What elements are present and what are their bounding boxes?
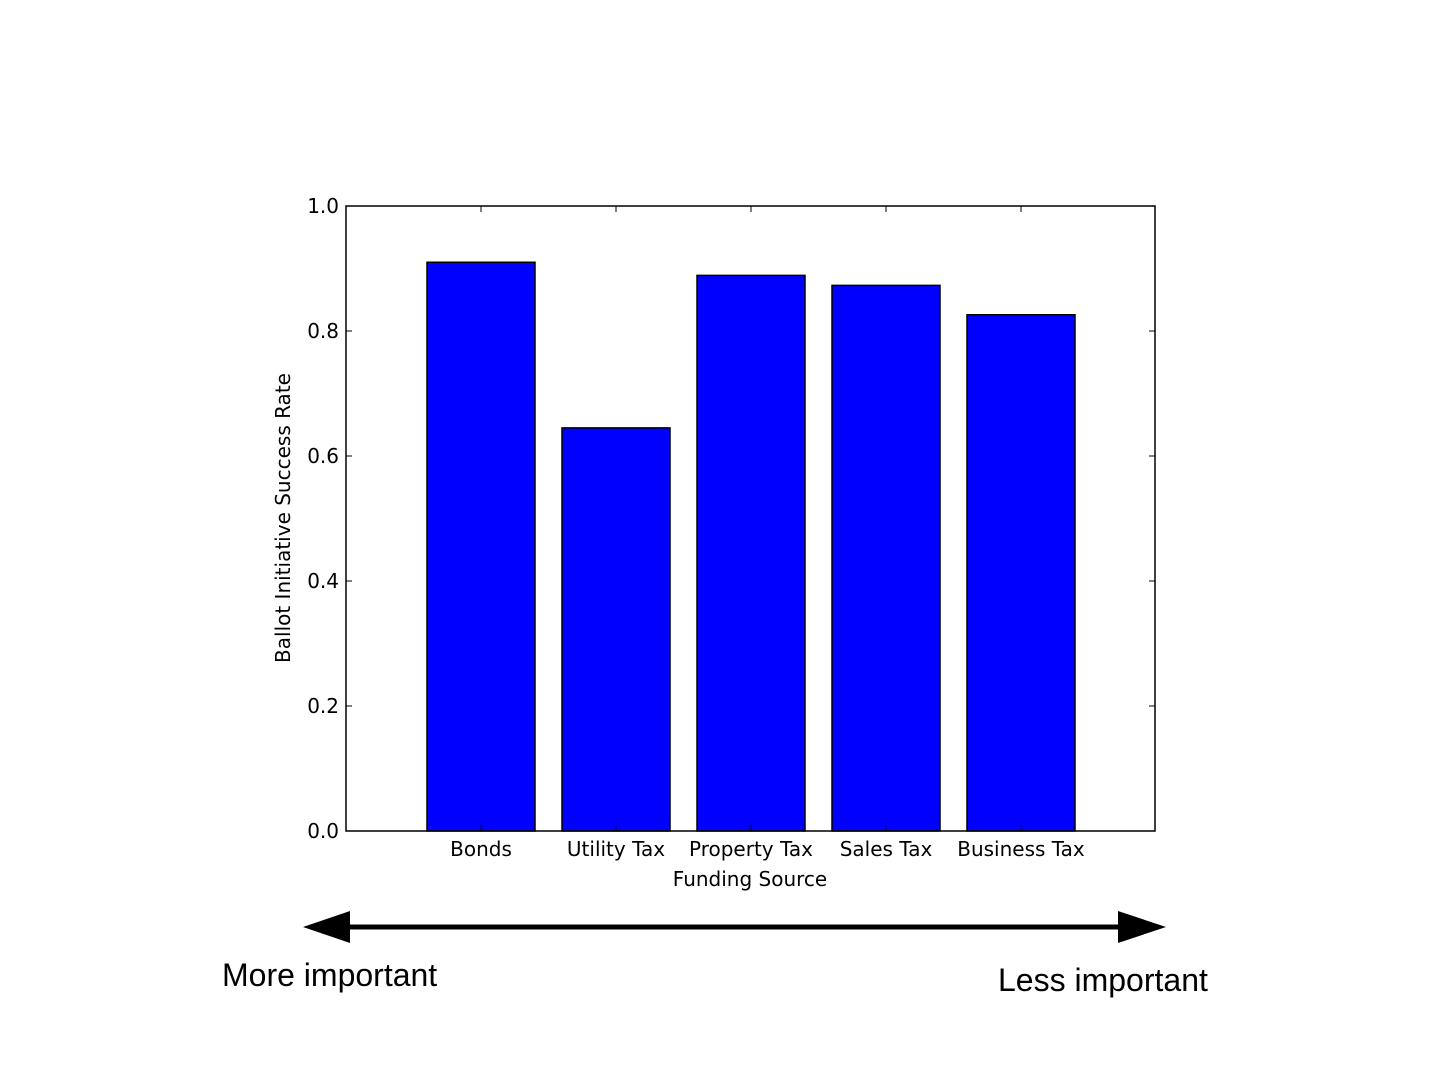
more-important-label: More important [222,957,437,993]
bar-business-tax [966,314,1076,832]
y-tick-label: 1.0 [307,194,339,218]
bar-bonds [426,261,536,832]
x-tick-label: Utility Tax [567,837,665,861]
bar-utility-tax [561,427,671,832]
less-important-label: Less important [998,962,1208,998]
y-tick-label: 0.0 [307,819,339,843]
x-tick-label: Bonds [450,837,512,861]
y-tick-label: 0.2 [307,694,339,718]
y-axis-title: Ballot Initiative Success Rate [271,373,295,663]
plot-area: 0.0 0.2 0.4 0.6 0.8 1.0 Bonds Utility Tax Proper… [307,194,1156,861]
bar-sales-tax [831,284,941,832]
bar-property-tax [696,274,806,832]
x-tick-label: Business Tax [957,837,1085,861]
x-tick-label: Property Tax [689,837,813,861]
x-tick-label: Sales Tax [840,837,933,861]
y-tick-label: 0.6 [307,444,339,468]
arrow-head-left [303,911,350,943]
x-axis-title: Funding Source [673,867,827,891]
importance-arrow [303,911,1166,943]
y-tick-label: 0.4 [307,569,339,593]
y-tick-label: 0.8 [307,319,339,343]
arrow-head-right [1118,911,1166,943]
